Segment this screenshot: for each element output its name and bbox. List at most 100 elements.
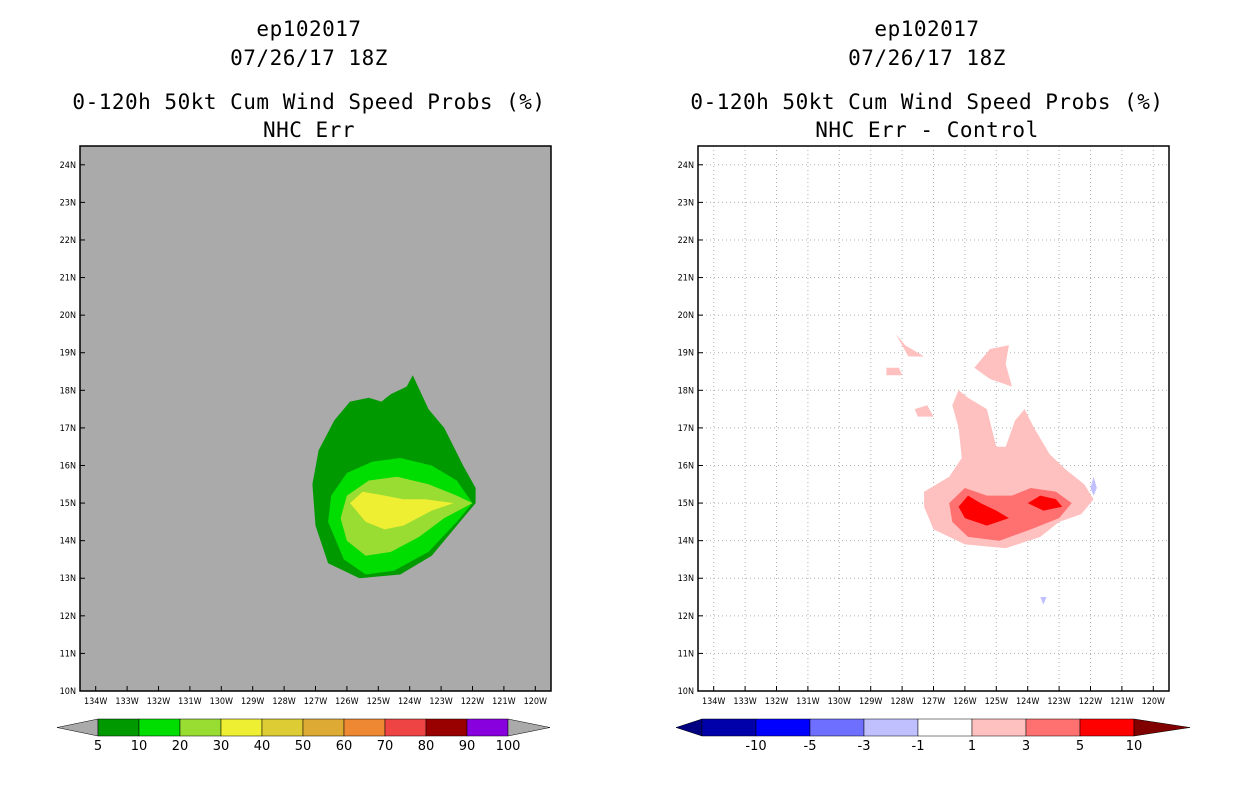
contour-region-level-1 bbox=[974, 345, 1012, 387]
colorbar-swatch bbox=[302, 718, 345, 737]
plot-background bbox=[80, 146, 551, 691]
y-tick-label: 16N bbox=[60, 461, 76, 471]
colorbar-swatch bbox=[425, 718, 468, 737]
y-tick-label: 24N bbox=[678, 161, 694, 171]
x-tick-label: 131W bbox=[796, 697, 819, 707]
colorbar-label: 70 bbox=[377, 739, 394, 754]
y-tick-label: 17N bbox=[678, 424, 694, 434]
x-tick-label: 129W bbox=[241, 697, 264, 707]
chart-title: 0-120h 50kt Cum Wind Speed Probs (%) bbox=[690, 90, 1164, 114]
contour-region-level-30 bbox=[350, 491, 454, 530]
colorbar-label: 60 bbox=[336, 739, 353, 754]
colorbar-label: 3 bbox=[1022, 739, 1030, 754]
x-tick-label: 131W bbox=[178, 697, 201, 707]
x-tick-label: 123W bbox=[429, 697, 452, 707]
y-tick-label: 20N bbox=[60, 311, 76, 321]
chart-title: 0-120h 50kt Cum Wind Speed Probs (%) bbox=[72, 90, 546, 114]
x-tick-label: 120W bbox=[1142, 697, 1165, 707]
x-tick-label: 128W bbox=[272, 697, 295, 707]
y-tick-label: 18N bbox=[678, 386, 694, 396]
colorbar-label: -5 bbox=[804, 739, 817, 754]
y-tick-label: 14N bbox=[60, 537, 76, 547]
chart-subtitle: NHC Err bbox=[262, 118, 355, 142]
colorbar-over-arrow bbox=[1133, 718, 1191, 737]
probability-map-chart: 134W 133W 132W 131W 130W 129W 128W 127W 126W 125W… bbox=[56, 145, 552, 754]
x-tick-label: 130W bbox=[210, 697, 233, 707]
y-tick-label: 10N bbox=[60, 687, 76, 697]
right-panel: ep102017 07/26/17 18Z 0-120h 50kt Cum Wi… bbox=[618, 0, 1236, 800]
x-tick-label: 125W bbox=[367, 697, 390, 707]
y-tick-label: 24N bbox=[60, 161, 76, 171]
colorbar-label: -1 bbox=[912, 739, 925, 754]
x-tick-label: 132W bbox=[147, 697, 170, 707]
contour-region-level-1 bbox=[914, 405, 934, 417]
storm-id: ep102017 bbox=[256, 17, 362, 41]
x-tick-label: 134W bbox=[702, 697, 725, 707]
x-tick-label: 122W bbox=[1079, 697, 1102, 707]
x-tick-label: 127W bbox=[304, 697, 327, 707]
left-panel: ep102017 07/26/17 18Z 0-120h 50kt Cum Wi… bbox=[56, 17, 552, 754]
datetime: 07/26/17 18Z bbox=[848, 46, 1006, 70]
colorbar-over-arrow bbox=[507, 718, 551, 737]
x-tick-label: 120W bbox=[524, 697, 547, 707]
x-tick-label: 133W bbox=[115, 697, 138, 707]
colorbar-swatch bbox=[701, 718, 757, 737]
colorbar-swatch bbox=[343, 718, 386, 737]
colorbar-label: 80 bbox=[418, 739, 435, 754]
chart-subtitle: NHC Err - Control bbox=[815, 118, 1039, 142]
colorbar-label: 1 bbox=[968, 739, 976, 754]
y-tick-label: 15N bbox=[678, 499, 694, 509]
colorbar-label: 5 bbox=[1076, 739, 1084, 754]
y-tick-label: 10N bbox=[678, 687, 694, 697]
colorbar-swatch bbox=[1025, 718, 1081, 737]
colorbar-swatch bbox=[809, 718, 865, 737]
x-tick-label: 133W bbox=[733, 697, 756, 707]
colorbar-swatch bbox=[466, 718, 509, 737]
colorbar-label: 100 bbox=[496, 739, 521, 754]
x-tick-label: 129W bbox=[859, 697, 882, 707]
colorbar-label: 10 bbox=[131, 739, 148, 754]
colorbar-label: 90 bbox=[459, 739, 476, 754]
storm-id: ep102017 bbox=[874, 17, 980, 41]
y-tick-label: 16N bbox=[678, 461, 694, 471]
y-tick-label: 19N bbox=[60, 349, 76, 359]
y-tick-label: 18N bbox=[60, 386, 76, 396]
x-tick-label: 134W bbox=[84, 697, 107, 707]
y-tick-label: 23N bbox=[678, 198, 694, 208]
y-tick-label: 20N bbox=[678, 311, 694, 321]
colorbar-swatch bbox=[220, 718, 263, 737]
colorbar-label: 50 bbox=[295, 739, 312, 754]
colorbar-swatch bbox=[755, 718, 811, 737]
y-tick-label: 12N bbox=[60, 612, 76, 622]
contour-region-level-neg1 bbox=[1090, 476, 1097, 496]
x-tick-label: 126W bbox=[953, 697, 976, 707]
colorbar-label: 30 bbox=[213, 739, 230, 754]
y-tick-label: 21N bbox=[60, 274, 76, 284]
colorbar-under-arrow bbox=[675, 718, 703, 737]
colorbar-swatch bbox=[384, 718, 427, 737]
contour-region-level-1 bbox=[895, 333, 925, 357]
x-tick-label: 124W bbox=[398, 697, 421, 707]
datetime: 07/26/17 18Z bbox=[230, 46, 388, 70]
colorbar-label: 10 bbox=[1126, 739, 1143, 754]
y-tick-label: 14N bbox=[678, 537, 694, 547]
colorbar-swatch bbox=[179, 718, 222, 737]
colorbar-label: 5 bbox=[94, 739, 102, 754]
y-tick-label: 12N bbox=[678, 612, 694, 622]
y-tick-label: 11N bbox=[60, 649, 76, 659]
x-tick-label: 122W bbox=[461, 697, 484, 707]
x-tick-label: 130W bbox=[828, 697, 851, 707]
x-tick-label: 124W bbox=[1016, 697, 1039, 707]
y-tick-label: 22N bbox=[60, 236, 76, 246]
colorbar-label: -3 bbox=[858, 739, 871, 754]
x-tick-label: 121W bbox=[1110, 697, 1133, 707]
x-tick-label: 127W bbox=[922, 697, 945, 707]
y-tick-label: 22N bbox=[678, 236, 694, 246]
x-tick-label: 123W bbox=[1047, 697, 1070, 707]
y-tick-label: 11N bbox=[678, 649, 694, 659]
colorbar-swatch bbox=[97, 718, 140, 737]
colorbar-label: 40 bbox=[254, 739, 271, 754]
y-tick-label: 23N bbox=[60, 198, 76, 208]
x-tick-label: 132W bbox=[765, 697, 788, 707]
contour-region-level-5 bbox=[958, 495, 1009, 526]
